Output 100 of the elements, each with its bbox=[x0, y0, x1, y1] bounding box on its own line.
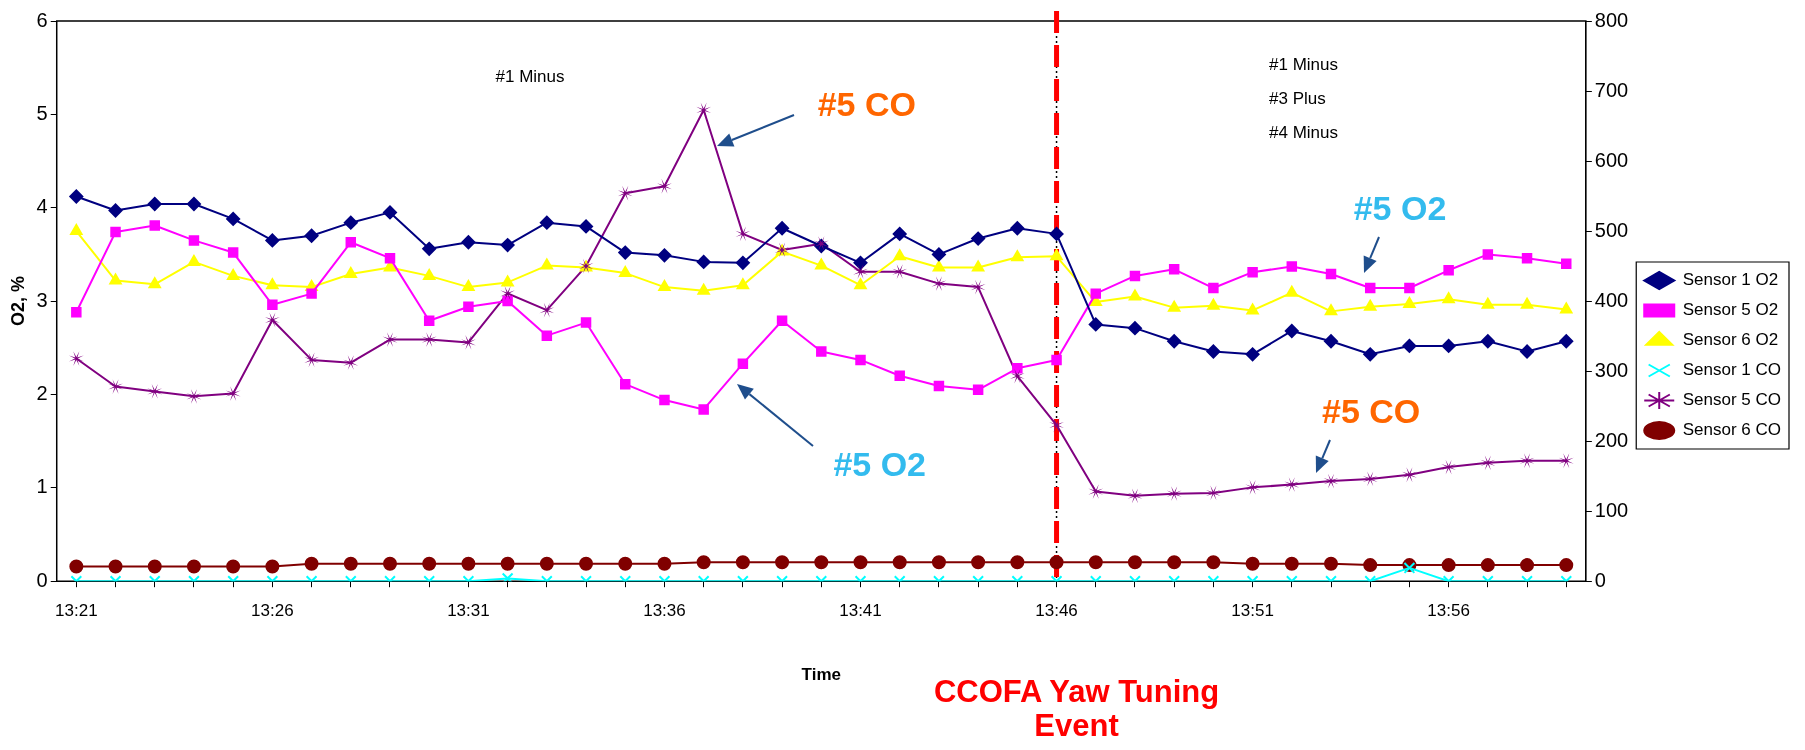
point bbox=[461, 335, 476, 350]
point bbox=[149, 220, 160, 231]
x-axis-title: Time bbox=[801, 665, 841, 685]
point bbox=[108, 379, 123, 394]
legend-label: Sensor 1 CO bbox=[1682, 360, 1781, 380]
point bbox=[1325, 268, 1337, 280]
point bbox=[1520, 344, 1535, 359]
point bbox=[892, 555, 907, 570]
point bbox=[343, 355, 359, 371]
point bbox=[1481, 297, 1495, 309]
point bbox=[657, 178, 672, 194]
point bbox=[659, 394, 670, 406]
point bbox=[69, 189, 84, 204]
y2-tick-label: 700 bbox=[1594, 78, 1629, 101]
y2-tick-label: 800 bbox=[1594, 8, 1629, 31]
point bbox=[1480, 558, 1495, 573]
point bbox=[1050, 249, 1063, 261]
point bbox=[1011, 250, 1024, 262]
legend-label: Sensor 1 O2 bbox=[1682, 270, 1779, 290]
point bbox=[109, 273, 122, 285]
y-tick-label: 6 bbox=[36, 8, 48, 31]
point bbox=[1049, 417, 1064, 433]
point bbox=[1206, 555, 1221, 570]
point bbox=[894, 370, 905, 382]
y-tick-label: 1 bbox=[36, 475, 48, 498]
y-tick-label: 4 bbox=[36, 195, 48, 218]
point bbox=[383, 205, 397, 220]
point bbox=[147, 559, 162, 574]
annotation: #5 O2 bbox=[833, 445, 926, 485]
point bbox=[187, 254, 201, 266]
y2-tick-label: 600 bbox=[1594, 148, 1629, 171]
point bbox=[1207, 298, 1220, 310]
point bbox=[1088, 555, 1103, 570]
point bbox=[344, 267, 357, 279]
point bbox=[1520, 558, 1535, 573]
x-tick-label: 13:21 bbox=[55, 601, 98, 621]
point bbox=[1010, 221, 1025, 236]
point bbox=[1167, 300, 1181, 312]
point bbox=[735, 226, 751, 242]
point bbox=[971, 555, 986, 570]
point bbox=[1166, 486, 1182, 502]
y-tick-label: 5 bbox=[36, 101, 48, 124]
point bbox=[1208, 282, 1219, 294]
point bbox=[1128, 289, 1142, 301]
point bbox=[540, 258, 554, 270]
y2-tick-label: 200 bbox=[1594, 428, 1629, 451]
point bbox=[853, 264, 868, 280]
point bbox=[108, 203, 123, 218]
point bbox=[1012, 363, 1023, 374]
point bbox=[1324, 334, 1339, 349]
y-axis-title: O2, % bbox=[7, 276, 28, 327]
point bbox=[933, 380, 945, 392]
point bbox=[579, 556, 594, 571]
point bbox=[737, 358, 749, 369]
point bbox=[620, 378, 631, 390]
point bbox=[1324, 304, 1338, 316]
y2-tick-label: 100 bbox=[1594, 498, 1629, 521]
point bbox=[1559, 558, 1574, 573]
point bbox=[304, 556, 319, 571]
point bbox=[1520, 297, 1534, 309]
point bbox=[147, 197, 162, 211]
y-tick-label: 2 bbox=[36, 381, 48, 404]
point bbox=[1363, 347, 1378, 362]
point bbox=[1284, 556, 1299, 571]
x-tick-label: 13:51 bbox=[1231, 601, 1274, 621]
point bbox=[972, 384, 984, 396]
point bbox=[1168, 264, 1180, 275]
point bbox=[892, 264, 908, 280]
x-tick-label: 13:56 bbox=[1427, 601, 1470, 621]
point bbox=[226, 211, 241, 226]
point bbox=[931, 276, 947, 291]
point bbox=[225, 386, 241, 401]
y-tick-label: 0 bbox=[36, 568, 48, 591]
point bbox=[1364, 282, 1376, 294]
legend-label: Sensor 6 CO bbox=[1682, 420, 1781, 440]
point bbox=[1206, 344, 1221, 359]
point bbox=[226, 268, 240, 280]
point bbox=[1090, 288, 1101, 299]
point bbox=[186, 559, 201, 574]
point bbox=[265, 233, 280, 248]
point bbox=[932, 260, 946, 272]
point bbox=[853, 255, 868, 270]
point bbox=[188, 235, 200, 246]
point bbox=[1127, 321, 1142, 336]
point bbox=[1088, 317, 1103, 332]
point bbox=[893, 249, 906, 261]
point bbox=[304, 228, 319, 243]
point bbox=[382, 332, 398, 348]
point bbox=[1480, 334, 1495, 349]
point bbox=[71, 307, 82, 318]
point bbox=[1051, 354, 1062, 366]
point bbox=[1442, 292, 1455, 304]
y2-tick-label: 500 bbox=[1594, 218, 1629, 241]
point bbox=[343, 215, 358, 230]
point bbox=[971, 260, 985, 272]
point bbox=[1049, 555, 1064, 570]
point bbox=[1009, 368, 1025, 384]
point bbox=[384, 252, 396, 264]
x-tick-label: 13:26 bbox=[251, 601, 294, 621]
point bbox=[1324, 556, 1339, 571]
